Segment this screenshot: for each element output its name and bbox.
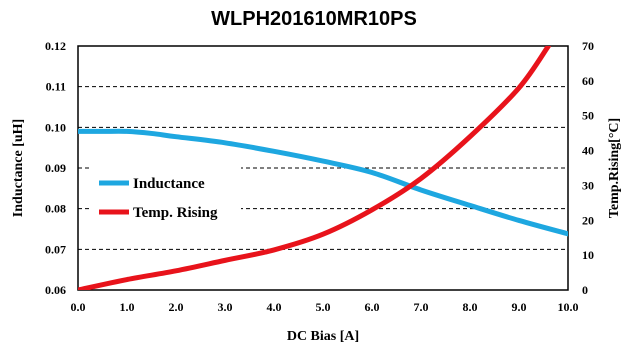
- chart-title: WLPH201610MR10PS: [211, 8, 417, 30]
- y-right-tick-labels: 70 60 50 40 30 20 10 0: [582, 39, 594, 297]
- y-right-tick-label: 30: [582, 178, 594, 192]
- x-tick-label: 10.0: [558, 300, 579, 314]
- y-left-tick-label: 0.07: [45, 242, 66, 256]
- y-right-tick-label: 70: [582, 39, 594, 53]
- x-tick-label: 5.0: [316, 300, 331, 314]
- x-tick-label: 4.0: [267, 300, 282, 314]
- y-right-tick-label: 60: [582, 74, 594, 88]
- x-axis-label: DC Bias [A]: [287, 329, 359, 344]
- x-tick-label: 6.0: [365, 300, 380, 314]
- x-tick-label: 1.0: [120, 300, 135, 314]
- x-tick-label: 7.0: [414, 300, 429, 314]
- x-tick-labels: 0.0 1.0 2.0 3.0 4.0 5.0 6.0 7.0 8.0 9.0 10.0: [71, 300, 579, 314]
- series-line-inductance: [78, 128, 568, 237]
- plot-frame: [77, 45, 569, 291]
- legend-label: Temp. Rising: [133, 205, 218, 221]
- legend-label: Inductance: [133, 176, 205, 192]
- x-tick-label: 0.0: [71, 300, 86, 314]
- y-right-axis-label: Temp.Rising[°C]: [607, 118, 622, 218]
- y-left-tick-label: 0.08: [45, 202, 66, 216]
- legend-box: [91, 166, 241, 228]
- y-right-tick-label: 40: [582, 144, 594, 158]
- legend: Inductance Temp. Rising: [91, 166, 241, 228]
- series-line-temp-rising: [78, 46, 551, 290]
- y-left-tick-label: 0.09: [45, 161, 66, 175]
- y-right-tick-label: 0: [582, 283, 588, 297]
- x-tick-label: 2.0: [169, 300, 184, 314]
- y-right-tick-label: 20: [582, 213, 594, 227]
- y-left-tick-label: 0.10: [45, 120, 66, 134]
- x-tick-label: 8.0: [463, 300, 478, 314]
- y-right-tick-label: 10: [582, 248, 594, 262]
- series-lines: [78, 46, 568, 290]
- y-left-tick-label: 0.06: [45, 283, 66, 297]
- y-left-tick-label: 0.12: [45, 39, 66, 53]
- x-tick-label: 3.0: [218, 300, 233, 314]
- y-left-tick-label: 0.11: [46, 80, 66, 94]
- x-tick-label: 9.0: [512, 300, 527, 314]
- y-left-tick-labels: 0.12 0.11 0.10 0.09 0.08 0.07 0.06: [45, 39, 66, 297]
- y-right-tick-label: 50: [582, 109, 594, 123]
- y-left-axis-label: Inductance [uH]: [11, 119, 26, 217]
